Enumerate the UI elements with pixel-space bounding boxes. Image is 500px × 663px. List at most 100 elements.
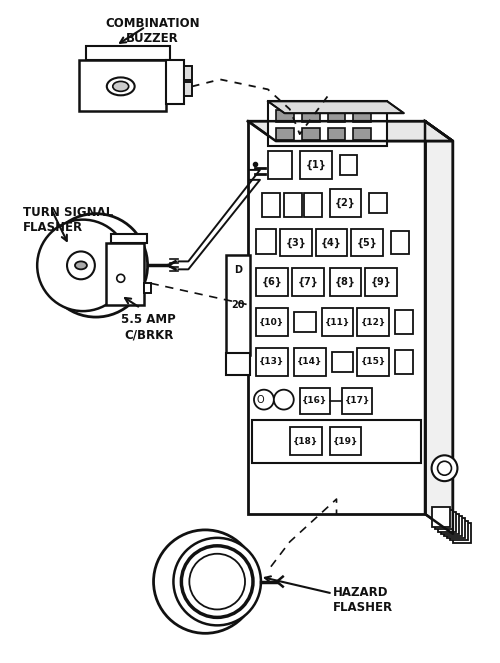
Bar [434, 510, 452, 530]
Bar [330, 269, 362, 296]
Ellipse shape [75, 261, 87, 269]
Bar [106, 243, 144, 305]
Bar [432, 507, 450, 527]
Text: {11}: {11} [325, 318, 350, 327]
Bar [395, 350, 413, 374]
Bar [342, 388, 372, 414]
Text: COMBINATION
BUZZER: COMBINATION BUZZER [105, 17, 200, 45]
Bar [79, 60, 166, 111]
Circle shape [116, 274, 124, 282]
Circle shape [174, 538, 261, 625]
Bar [86, 46, 170, 60]
Bar [111, 233, 146, 243]
Polygon shape [268, 101, 404, 113]
Circle shape [44, 213, 148, 317]
Bar [354, 110, 372, 122]
Bar [328, 128, 345, 140]
Bar [268, 151, 292, 179]
Text: {19}: {19} [333, 437, 358, 446]
Text: D: D [234, 265, 242, 275]
Bar [450, 520, 468, 540]
Circle shape [190, 554, 245, 609]
Ellipse shape [113, 82, 128, 91]
Bar [144, 283, 150, 293]
Text: {14}: {14} [297, 357, 322, 367]
Bar [276, 110, 294, 122]
Bar [294, 348, 326, 376]
Text: {2}: {2} [335, 198, 356, 208]
Circle shape [274, 390, 294, 410]
Text: {6}: {6} [262, 277, 282, 287]
Text: {15}: {15} [360, 357, 386, 367]
Text: {12}: {12} [360, 318, 386, 327]
Text: {8}: {8} [335, 277, 356, 287]
Bar [322, 308, 354, 336]
Bar [328, 110, 345, 122]
Bar [358, 308, 389, 336]
Text: 5.5 AMP
C/BRKR: 5.5 AMP C/BRKR [121, 313, 176, 341]
Bar [454, 523, 471, 543]
Bar [391, 231, 409, 255]
Bar [284, 193, 302, 217]
Polygon shape [248, 121, 453, 141]
Circle shape [254, 390, 274, 410]
Bar [226, 353, 250, 375]
Bar [447, 518, 465, 538]
Bar [302, 128, 320, 140]
Bar [395, 310, 413, 334]
Bar [354, 128, 372, 140]
Circle shape [154, 530, 257, 633]
Bar [248, 121, 425, 514]
Bar [280, 229, 312, 257]
Bar [166, 60, 184, 104]
Circle shape [432, 455, 458, 481]
Text: {10}: {10} [260, 318, 284, 327]
Bar [300, 151, 332, 179]
Bar [252, 420, 421, 463]
Text: {18}: {18} [293, 437, 318, 446]
Ellipse shape [107, 78, 134, 95]
Circle shape [67, 251, 95, 279]
Bar [184, 66, 192, 80]
Bar [340, 155, 357, 175]
Bar [358, 348, 389, 376]
Bar [370, 193, 387, 213]
Bar [256, 308, 288, 336]
Text: HAZARD
FLASHER: HAZARD FLASHER [332, 585, 392, 613]
Text: {16}: {16} [302, 396, 328, 405]
Bar [304, 193, 322, 217]
Text: {3}: {3} [286, 237, 306, 247]
Circle shape [37, 219, 128, 311]
Bar [294, 312, 316, 332]
Text: {5}: {5} [357, 237, 378, 247]
Circle shape [182, 546, 253, 617]
Bar [444, 516, 462, 536]
Bar [256, 348, 288, 376]
Bar [330, 428, 362, 455]
Bar [330, 189, 362, 217]
Bar [292, 269, 324, 296]
Bar [366, 269, 397, 296]
Text: {7}: {7} [298, 277, 318, 287]
Bar [290, 428, 322, 455]
Bar [256, 269, 288, 296]
Text: O: O [256, 394, 264, 404]
Text: {17}: {17} [344, 396, 370, 405]
Text: {9}: {9} [371, 277, 392, 287]
Text: {4}: {4} [321, 237, 342, 247]
Circle shape [438, 461, 452, 475]
Bar [276, 128, 294, 140]
Bar [226, 255, 250, 355]
Text: {13}: {13} [260, 357, 284, 367]
Bar [256, 229, 276, 255]
Bar [300, 388, 330, 414]
Text: TURN SIGNAL
FLASHER: TURN SIGNAL FLASHER [24, 206, 114, 233]
Text: {1}: {1} [306, 160, 326, 170]
Bar [352, 229, 384, 257]
Bar [438, 512, 456, 532]
Bar [441, 514, 459, 534]
Bar [262, 193, 280, 217]
Text: 20: 20 [232, 300, 245, 310]
Bar [268, 101, 387, 146]
Bar [302, 110, 320, 122]
